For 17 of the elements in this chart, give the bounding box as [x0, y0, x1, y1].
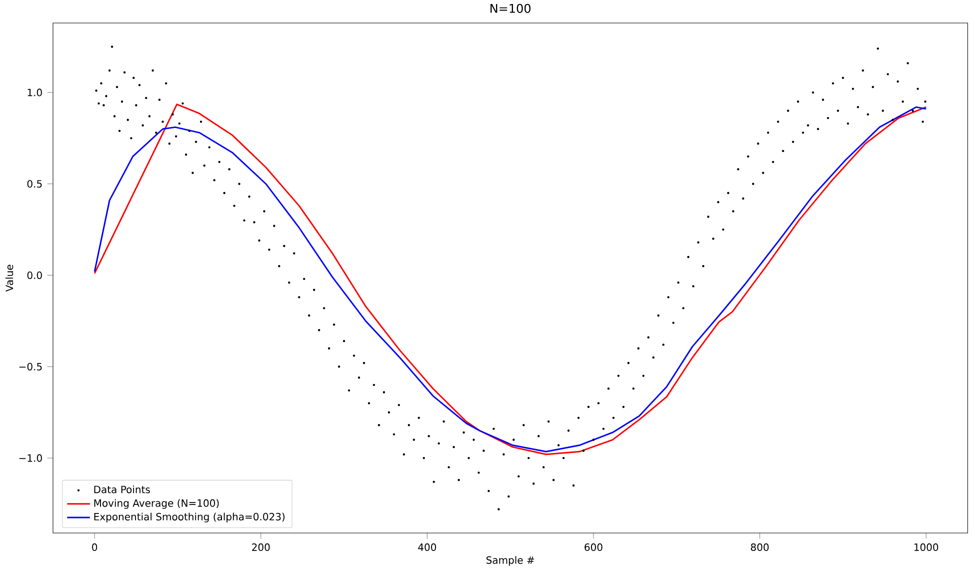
x-tick-label: 800: [750, 543, 769, 551]
x-tick-label: 600: [584, 543, 602, 551]
chart-title: N=100: [490, 4, 530, 13]
y-tick-label: 0.5: [27, 180, 42, 188]
y-tick-label: 0.0: [27, 271, 42, 280]
x-tick-label: 0: [92, 543, 98, 551]
y-tick-label: −0.5: [19, 362, 42, 370]
legend-label: Data Points: [94, 486, 150, 494]
x-tick-label: 1000: [914, 543, 938, 551]
legend-label: Moving Average (N=100): [94, 499, 219, 509]
legend-label: Exponential Smoothing (alpha=0.023): [94, 512, 285, 522]
y-tick-label: −1.0: [19, 454, 42, 462]
y-tick-label: 1.0: [28, 88, 42, 96]
y-axis-title: Value: [5, 264, 14, 292]
x-axis-title: Sample #: [486, 556, 534, 566]
x-tick-label: 200: [252, 543, 270, 551]
x-tick-label: 400: [418, 543, 436, 551]
